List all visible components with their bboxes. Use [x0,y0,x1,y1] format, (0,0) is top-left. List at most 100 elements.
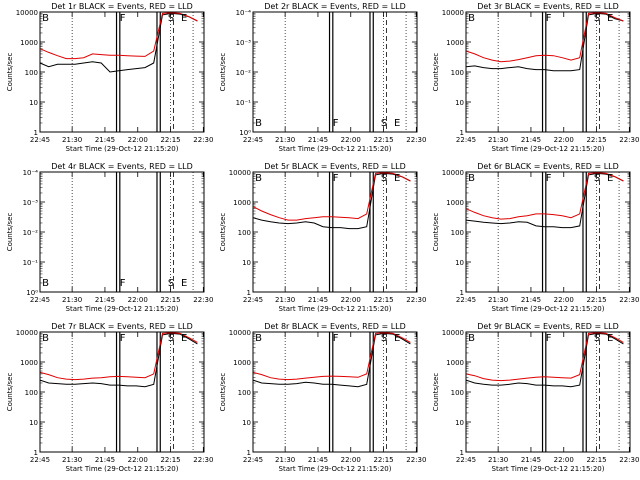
y-axis-label: Counts/sec [432,53,440,92]
x-tick-label: 21:45 [95,136,115,144]
plot-frame [465,171,631,293]
y-tick-label: 1 [460,289,464,297]
event-marker-s: S [381,118,387,129]
y-tick-label: 1000 [446,359,464,367]
event-marker-f: F [333,173,339,184]
x-tick-label: 22:15 [586,456,606,464]
x-tick-label: 21:30 [275,136,295,144]
y-tick-label: 100 [238,389,251,397]
y-tick-label: 1 [460,129,464,137]
event-marker-f: F [333,118,339,129]
event-marker-b: B [42,278,49,289]
x-tick-label: 22:30 [619,136,639,144]
lld-series-line [465,172,624,220]
x-tick-label: 22:00 [554,456,574,464]
x-tick-label: 22:00 [341,456,361,464]
event-marker-e: E [181,333,187,344]
y-tick-label: 10 [455,99,464,107]
plot-frame [465,331,631,453]
y-tick-label: 10000 [442,169,464,177]
y-tick-label: 10000 [442,9,464,17]
event-marker-b: B [468,333,475,344]
y-tick-label: 1 [34,449,38,457]
y-tick-label: 1 [247,449,251,457]
y-tick-label: 10 [242,259,251,267]
x-tick-label: 22:30 [619,296,639,304]
x-tick-label: 22:30 [406,296,426,304]
x-tick-label: 22:45 [30,136,50,144]
event-marker-b: B [255,173,262,184]
y-axis-label: Counts/sec [6,213,14,252]
y-tick-label: 1000 [446,39,464,47]
detector-plot-7: Det 7r BLACK = Events, RED = LLD Counts/s… [6,322,213,473]
event-marker-s: S [594,13,600,24]
x-tick-label: 21:30 [488,136,508,144]
y-tick-label: 1 [460,449,464,457]
plot-frame [39,331,205,453]
event-marker-e: E [394,118,400,129]
event-marker-e: E [607,13,613,24]
y-tick-label: 10 [455,419,464,427]
y-tick-label: 10000 [229,329,251,337]
x-tick-label: 22:30 [193,136,213,144]
plot-title: Det 1r BLACK = Events, RED = LLD [51,2,193,11]
y-tick-label: 100 [238,229,251,237]
y-axis-label: Counts/sec [432,213,440,252]
event-marker-b: B [255,118,262,129]
y-axis-label: Counts/sec [6,373,14,412]
y-tick-label: 10⁰ [239,129,251,137]
detector-plot-6: Det 6r BLACK = Events, RED = LLD Counts/s… [432,162,639,313]
x-axis-label: Start Time (29-Oct-12 21:15:20) [279,145,392,153]
y-tick-label: 100 [451,389,464,397]
plot-title: Det 5r BLACK = Events, RED = LLD [264,162,406,171]
y-tick-label: 10⁻¹ [23,259,39,267]
event-marker-e: E [607,173,613,184]
y-tick-label: 10000 [229,169,251,177]
y-tick-label: 10 [29,419,38,427]
plot-frame [252,11,418,133]
x-tick-label: 21:45 [521,456,541,464]
plot-title: Det 4r BLACK = Events, RED = LLD [51,162,193,171]
y-tick-label: 10⁻³ [236,39,252,47]
plot-frame [252,171,418,293]
plot-frame [39,171,205,293]
y-axis-label: Counts/sec [219,373,227,412]
event-marker-b: B [42,13,49,24]
detector-plot-1: Det 1r BLACK = Events, RED = LLD Counts/s… [6,2,213,153]
plot-title: Det 8r BLACK = Events, RED = LLD [264,322,406,331]
event-marker-s: S [168,333,174,344]
x-tick-label: 22:45 [243,136,263,144]
plot-frame [252,331,418,453]
event-marker-e: E [394,173,400,184]
event-marker-f: F [546,13,552,24]
event-marker-f: F [546,333,552,344]
event-marker-b: B [255,333,262,344]
event-marker-e: E [394,333,400,344]
event-marker-s: S [381,173,387,184]
event-marker-f: F [120,333,126,344]
plot-frame [39,11,205,133]
y-tick-label: 1 [34,129,38,137]
events-series-line [39,12,198,73]
x-axis-label: Start Time (29-Oct-12 21:15:20) [279,305,392,313]
x-axis-label: Start Time (29-Oct-12 21:15:20) [66,305,179,313]
y-tick-label: 10⁻⁴ [236,9,252,17]
x-tick-label: 22:00 [554,136,574,144]
x-tick-label: 21:45 [95,296,115,304]
y-tick-label: 10 [242,419,251,427]
event-marker-s: S [594,173,600,184]
x-tick-label: 22:00 [128,456,148,464]
x-tick-label: 22:00 [554,296,574,304]
x-tick-label: 22:30 [619,456,639,464]
events-series-line [465,12,624,72]
y-tick-label: 1000 [233,359,251,367]
y-tick-label: 100 [25,69,38,77]
y-tick-label: 100 [451,229,464,237]
x-tick-label: 22:00 [128,136,148,144]
plot-title: Det 7r BLACK = Events, RED = LLD [51,322,193,331]
y-tick-label: 1000 [233,199,251,207]
x-axis-label: Start Time (29-Oct-12 21:15:20) [492,305,605,313]
x-tick-label: 22:00 [341,136,361,144]
x-tick-label: 21:30 [62,456,82,464]
